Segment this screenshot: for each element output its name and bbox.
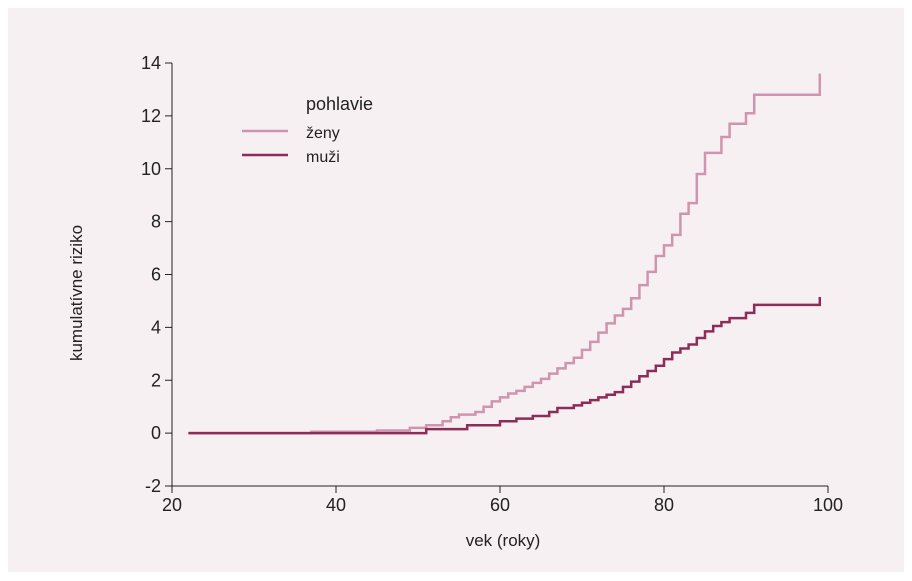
y-axis-label: kumulatívne riziko [67, 225, 86, 361]
x-axis-label: vek (roky) [466, 531, 541, 550]
y-tick-label: 4 [151, 317, 161, 337]
y-tick-label: -2 [145, 476, 161, 496]
x-ticks: 20 40 60 80 100 [162, 486, 843, 515]
x-tick-label: 20 [162, 495, 182, 515]
x-tick-label: 80 [654, 495, 674, 515]
legend-label-zeny: ženy [306, 125, 340, 142]
series-group [188, 73, 822, 435]
y-tick-label: 14 [141, 53, 161, 73]
axes: -2 0 2 4 6 8 10 12 14 20 40 60 80 100 [141, 53, 843, 515]
y-tick-label: 6 [151, 265, 161, 285]
legend: pohlavie ženy muži [242, 94, 373, 166]
y-tick-label: 12 [141, 106, 161, 126]
y-tick-label: 8 [151, 212, 161, 232]
series-line-zeny [188, 73, 822, 435]
series-line-muzi [188, 296, 822, 435]
x-tick-label: 40 [326, 495, 346, 515]
y-tick-label: 2 [151, 370, 161, 390]
x-tick-label: 60 [490, 495, 510, 515]
y-ticks: -2 0 2 4 6 8 10 12 14 [141, 53, 172, 496]
y-tick-label: 10 [141, 159, 161, 179]
legend-label-muzi: muži [306, 149, 340, 166]
x-tick-label: 100 [813, 495, 843, 515]
legend-title: pohlavie [306, 94, 373, 114]
y-tick-label: 0 [151, 423, 161, 443]
